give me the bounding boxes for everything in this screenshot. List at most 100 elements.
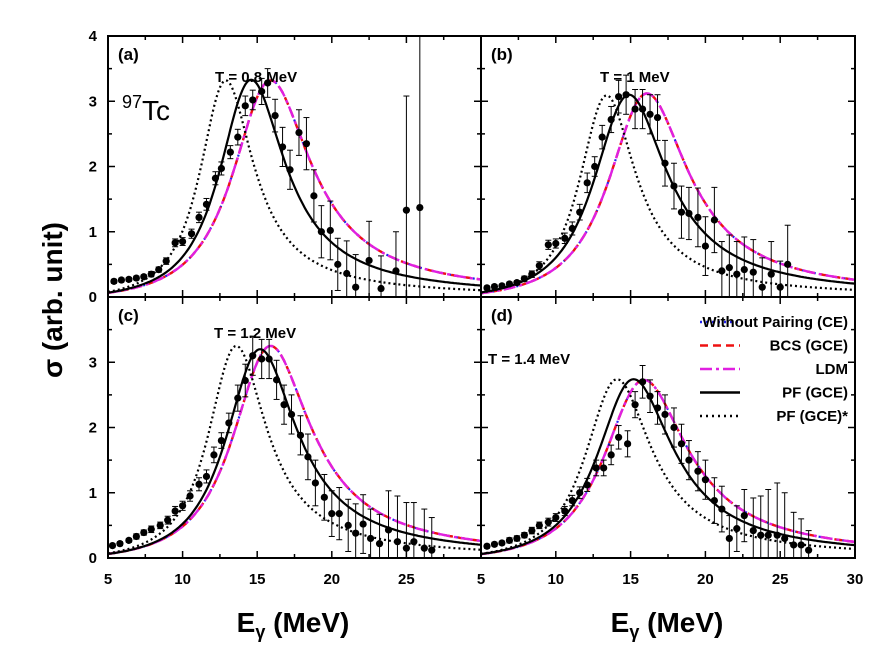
data-point bbox=[155, 265, 163, 274]
data-point bbox=[187, 230, 196, 238]
y-tick-label: 2 bbox=[89, 420, 97, 437]
data-point bbox=[296, 431, 305, 439]
data-point bbox=[140, 528, 148, 537]
data-point bbox=[653, 404, 662, 412]
data-point bbox=[624, 440, 632, 448]
data-point bbox=[622, 91, 630, 99]
data-point bbox=[607, 115, 615, 124]
data-point bbox=[781, 534, 789, 543]
data-point bbox=[311, 479, 319, 487]
data-point bbox=[483, 542, 491, 550]
data-point bbox=[393, 538, 402, 546]
data-point bbox=[156, 521, 164, 529]
panel-frame bbox=[480, 296, 856, 559]
x-tick-label: 25 bbox=[772, 571, 789, 588]
data-point bbox=[535, 521, 543, 529]
data-point bbox=[302, 140, 311, 148]
data-point bbox=[280, 401, 288, 409]
temperature-label: T = 0.8 MeV bbox=[215, 69, 297, 86]
data-point bbox=[352, 529, 360, 537]
data-point bbox=[710, 216, 718, 224]
data-point bbox=[784, 260, 792, 268]
data-point bbox=[718, 267, 726, 275]
data-point bbox=[147, 525, 155, 533]
data-point bbox=[568, 224, 576, 233]
data-point bbox=[171, 507, 179, 515]
data-point bbox=[520, 275, 528, 283]
data-point bbox=[186, 492, 194, 500]
data-point bbox=[498, 539, 506, 547]
x-tick-label: 25 bbox=[398, 571, 415, 588]
legend-label: LDM bbox=[816, 361, 849, 378]
curve-pf bbox=[108, 78, 481, 294]
data-point bbox=[773, 531, 781, 539]
panel-tag: (c) bbox=[118, 306, 139, 325]
nucleus-mass: 97 bbox=[122, 92, 142, 112]
x-axis-title-left: Eγ (MeV) bbox=[237, 607, 350, 642]
data-point bbox=[264, 79, 272, 87]
data-point bbox=[271, 112, 279, 120]
data-point bbox=[797, 541, 805, 549]
y-tick-label: 3 bbox=[89, 354, 97, 371]
x-tick-label: 20 bbox=[697, 571, 714, 588]
data-point bbox=[410, 538, 418, 546]
data-point bbox=[615, 93, 623, 101]
data-point bbox=[344, 521, 352, 529]
curve-pfstar bbox=[108, 344, 481, 555]
data-point bbox=[694, 213, 702, 221]
curve-nopair bbox=[108, 79, 481, 294]
x-axis-title-right: Eγ (MeV) bbox=[611, 607, 724, 642]
data-point bbox=[195, 213, 203, 221]
data-point bbox=[317, 228, 325, 236]
data-point bbox=[757, 531, 765, 539]
data-point bbox=[661, 159, 669, 167]
data-point bbox=[685, 456, 693, 464]
data-point bbox=[287, 410, 296, 419]
data-point bbox=[653, 113, 662, 122]
data-point bbox=[544, 241, 552, 249]
data-point bbox=[513, 279, 521, 287]
data-point bbox=[776, 283, 784, 291]
x-tick-label: 15 bbox=[249, 571, 266, 588]
data-point bbox=[607, 451, 615, 459]
data-point bbox=[147, 270, 155, 278]
data-point bbox=[600, 464, 608, 472]
x-tick-label: 15 bbox=[622, 571, 639, 588]
data-point bbox=[670, 423, 678, 432]
temperature-label: T = 1.4 MeV bbox=[488, 351, 570, 368]
y-tick-label: 1 bbox=[89, 224, 97, 241]
curve-bcs bbox=[481, 378, 855, 556]
nucleus-label: 97Tc bbox=[122, 92, 170, 126]
panel-a: (a) T = 0.8 MeV bbox=[107, 35, 482, 298]
curve-bcs bbox=[108, 344, 481, 556]
data-point bbox=[278, 143, 287, 151]
legend-label: PF (GCE) bbox=[782, 385, 848, 402]
data-point bbox=[241, 376, 249, 385]
data-point bbox=[162, 257, 170, 265]
y-tick-label: 0 bbox=[89, 289, 97, 306]
data-point bbox=[740, 265, 748, 274]
data-point bbox=[202, 472, 211, 481]
curve-pf bbox=[481, 93, 855, 294]
data-point bbox=[402, 206, 410, 214]
data-point bbox=[334, 260, 342, 268]
curve-bcs bbox=[481, 92, 855, 295]
data-point bbox=[498, 282, 506, 290]
data-point bbox=[217, 436, 225, 445]
data-point bbox=[295, 128, 303, 137]
x-tick-label: 5 bbox=[104, 571, 112, 588]
legend-label: Without Pairing (CE) bbox=[702, 314, 848, 331]
data-point bbox=[535, 262, 543, 270]
data-point bbox=[211, 174, 220, 182]
data-point bbox=[552, 239, 560, 248]
x-tick-label: 10 bbox=[547, 571, 564, 588]
data-point bbox=[646, 392, 654, 400]
data-point bbox=[490, 540, 499, 548]
data-point bbox=[226, 148, 234, 156]
data-point bbox=[272, 376, 281, 384]
data-point bbox=[749, 268, 757, 276]
data-point bbox=[241, 102, 249, 110]
data-point bbox=[286, 166, 294, 174]
data-point bbox=[513, 534, 521, 543]
